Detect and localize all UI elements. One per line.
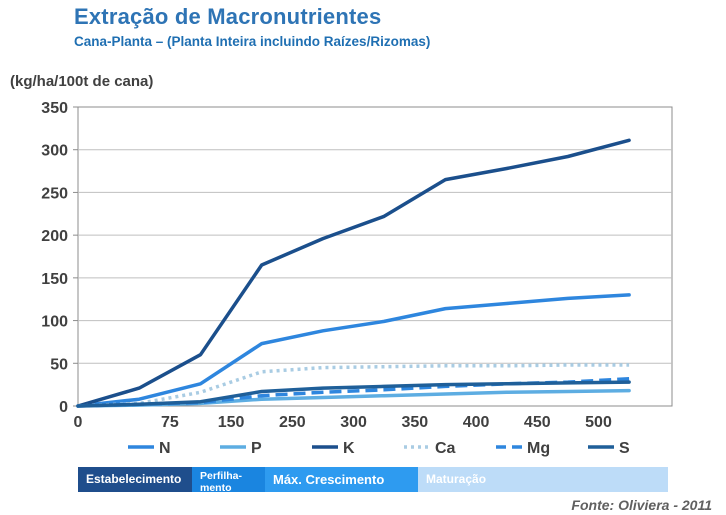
source-note: Fonte: Oliviera - 2011 [571, 497, 712, 513]
legend-label-k: K [343, 440, 355, 457]
phase-segment: Perfilha-mento [192, 467, 265, 492]
phase-segment: Estabelecimento [78, 467, 192, 492]
x-tick-label: 500 [585, 414, 612, 431]
y-tick-label: 300 [41, 143, 68, 160]
y-tick-label: 350 [41, 100, 68, 117]
legend-label-s: S [619, 440, 630, 457]
phase-segment: Máx. Crescimento [265, 467, 418, 492]
y-tick-label: 50 [50, 356, 68, 373]
x-tick-label: 450 [524, 414, 551, 431]
series-line-k [76, 138, 631, 408]
x-tick-label: 150 [218, 414, 245, 431]
y-tick-label: 0 [59, 399, 68, 416]
series-line-n [76, 293, 631, 408]
y-tick-label: 250 [41, 185, 68, 202]
x-tick-label: 0 [74, 414, 83, 431]
chart-subtitle: Cana-Planta – (Planta Inteira incluindo … [74, 34, 431, 49]
series-line-ca [77, 363, 630, 408]
x-tick-label: 75 [161, 414, 179, 431]
growth-phases-bar: Estabelecimento Perfilha-mento Máx. Cresci… [78, 467, 668, 492]
y-axis-label: (kg/ha/100t de cana) [10, 73, 154, 90]
legend-label-p: P [251, 440, 262, 457]
phase-segment: Maturação [418, 467, 668, 492]
legend-label-n: N [159, 440, 171, 457]
chart-title: Extração de Macronutrientes [74, 4, 382, 29]
legend-label-ca: Ca [435, 440, 456, 457]
x-tick-label: 350 [401, 414, 428, 431]
plot-frame [77, 106, 673, 407]
x-tick-label: 250 [279, 414, 306, 431]
y-tick-label: 100 [41, 314, 68, 331]
y-tick-label: 150 [41, 271, 68, 288]
line-chart: 0 50 100 150 200 250 300 350 0 75 150 250 300 350 400 4… [41, 100, 673, 457]
y-tick-label: 200 [41, 228, 68, 245]
series-line-s [76, 380, 631, 408]
legend-label-mg: Mg [527, 440, 550, 457]
x-tick-label: 400 [463, 414, 490, 431]
x-tick-label: 300 [340, 414, 367, 431]
